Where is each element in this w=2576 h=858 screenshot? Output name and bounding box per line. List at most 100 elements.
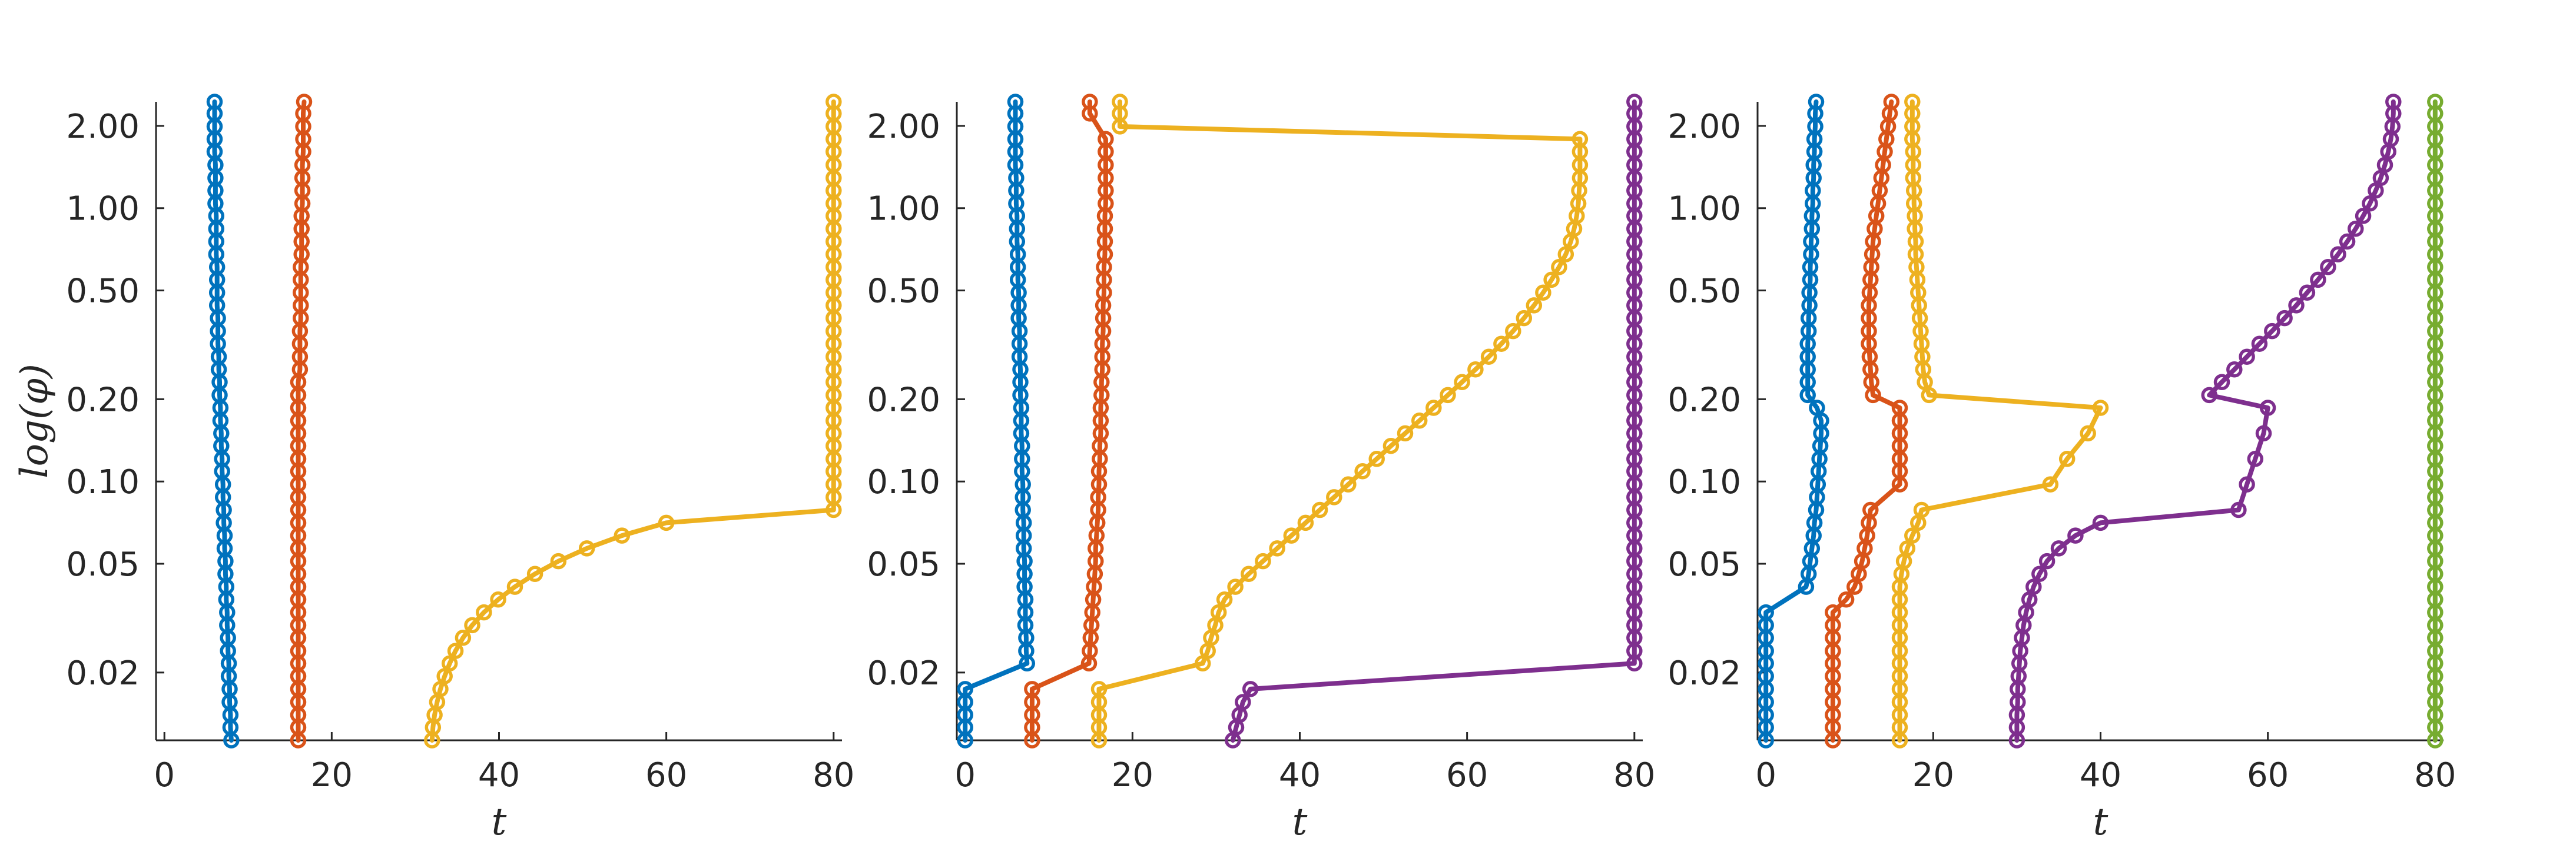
- y-tick-label: 0.02: [1667, 654, 1741, 693]
- data-point: [2427, 94, 2444, 110]
- data-point: [2067, 527, 2084, 544]
- data-point: [1572, 131, 1589, 148]
- data-point: [506, 578, 523, 595]
- y-tick-label: 2.00: [867, 108, 940, 146]
- series-3: [424, 94, 842, 749]
- data-point: [296, 94, 313, 110]
- data-point: [2213, 374, 2230, 391]
- series-line: [2014, 99, 2396, 743]
- data-point: [1493, 335, 1510, 352]
- y-tick-label: 0.10: [1667, 463, 1741, 501]
- x-tick-label: 0: [1755, 756, 1776, 794]
- data-point: [2355, 208, 2372, 224]
- y-tick-label: 0.20: [1667, 381, 1741, 419]
- x-tick-label: 40: [478, 756, 520, 794]
- y-tick-label: 0.05: [867, 546, 940, 584]
- data-point: [1904, 94, 1921, 110]
- data-point: [1235, 694, 1251, 710]
- data-point: [1024, 681, 1040, 697]
- y-tick-label: 1.00: [1667, 190, 1741, 228]
- data-point: [1904, 527, 1921, 544]
- data-point: [550, 553, 567, 570]
- x-tick-label: 0: [154, 756, 175, 794]
- data-point: [2226, 361, 2243, 378]
- data-point: [1467, 361, 1484, 378]
- data-point: [614, 527, 631, 544]
- data-point: [464, 617, 480, 634]
- data-point: [1454, 374, 1470, 391]
- x-axis-title: t: [2093, 800, 2108, 844]
- series-1: [1758, 94, 1829, 749]
- series-4: [2008, 94, 2402, 749]
- y-tick-label: 2.00: [66, 108, 140, 146]
- data-point: [2288, 297, 2305, 314]
- y-tick-label: 0.20: [867, 381, 940, 419]
- data-point: [2385, 94, 2402, 110]
- data-point: [2255, 425, 2272, 442]
- y-tick-label: 2.00: [1667, 108, 1741, 146]
- series-3: [1891, 94, 2109, 749]
- data-point: [2310, 271, 2326, 288]
- data-point: [1283, 527, 1300, 544]
- data-point: [2230, 501, 2247, 518]
- data-point: [2339, 233, 2356, 250]
- data-point: [1862, 501, 1879, 518]
- data-point: [1480, 348, 1497, 365]
- series-2: [290, 94, 313, 749]
- data-point: [1809, 400, 1825, 416]
- data-point: [1913, 501, 1930, 518]
- data-point: [2251, 335, 2268, 352]
- data-point: [1082, 94, 1098, 110]
- series-line: [1029, 99, 1108, 743]
- series-1: [206, 94, 240, 749]
- data-point: [447, 643, 464, 659]
- series-line: [1897, 99, 2103, 743]
- data-point: [2092, 400, 2109, 416]
- x-tick-label: 80: [1613, 756, 1655, 794]
- data-point: [1368, 451, 1385, 467]
- x-tick-label: 20: [311, 756, 353, 794]
- x-tick-label: 80: [2414, 756, 2456, 794]
- x-tick-label: 40: [2080, 756, 2121, 794]
- data-point: [658, 514, 675, 531]
- data-point: [1255, 553, 1271, 570]
- data-point: [476, 604, 492, 621]
- data-point: [1090, 681, 1108, 697]
- data-point: [1425, 400, 1442, 416]
- data-point: [1505, 322, 1521, 340]
- series-1: [957, 94, 1036, 749]
- y-tick-label: 0.02: [867, 654, 940, 693]
- data-point: [2239, 348, 2255, 365]
- data-point: [2239, 476, 2255, 493]
- data-point: [957, 681, 973, 697]
- series-5: [2427, 94, 2444, 749]
- data-point: [1007, 94, 1024, 110]
- y-axis-title: log(φ): [13, 364, 57, 478]
- data-point: [1210, 604, 1227, 621]
- data-point: [2080, 425, 2096, 442]
- data-point: [1311, 501, 1328, 518]
- data-point: [1758, 604, 1774, 621]
- x-tick-label: 60: [2247, 756, 2289, 794]
- data-point: [2362, 195, 2378, 212]
- data-point: [1227, 578, 1244, 595]
- series-2: [1825, 94, 1908, 749]
- data-point: [1397, 425, 1414, 442]
- data-point: [2247, 451, 2264, 467]
- series-3: [1090, 94, 1589, 749]
- data-point: [1297, 514, 1314, 531]
- data-point: [1216, 591, 1233, 608]
- x-tick-label: 0: [954, 756, 976, 794]
- data-point: [1516, 310, 1533, 327]
- data-point: [1838, 591, 1855, 608]
- data-point: [1340, 476, 1357, 493]
- data-point: [2050, 540, 2067, 557]
- data-point: [2201, 387, 2217, 404]
- series-line: [212, 99, 234, 743]
- y-tick-label: 0.50: [1667, 272, 1741, 311]
- series-2: [1024, 94, 1114, 749]
- data-point: [1242, 681, 1259, 697]
- data-point: [1241, 566, 1257, 583]
- x-tick-label: 60: [645, 756, 687, 794]
- chart-panel-3: 0 20 40 60 80 0.02 0.05 0.10 0.20 0.50 1.00 2.00 t: [1667, 94, 2456, 844]
